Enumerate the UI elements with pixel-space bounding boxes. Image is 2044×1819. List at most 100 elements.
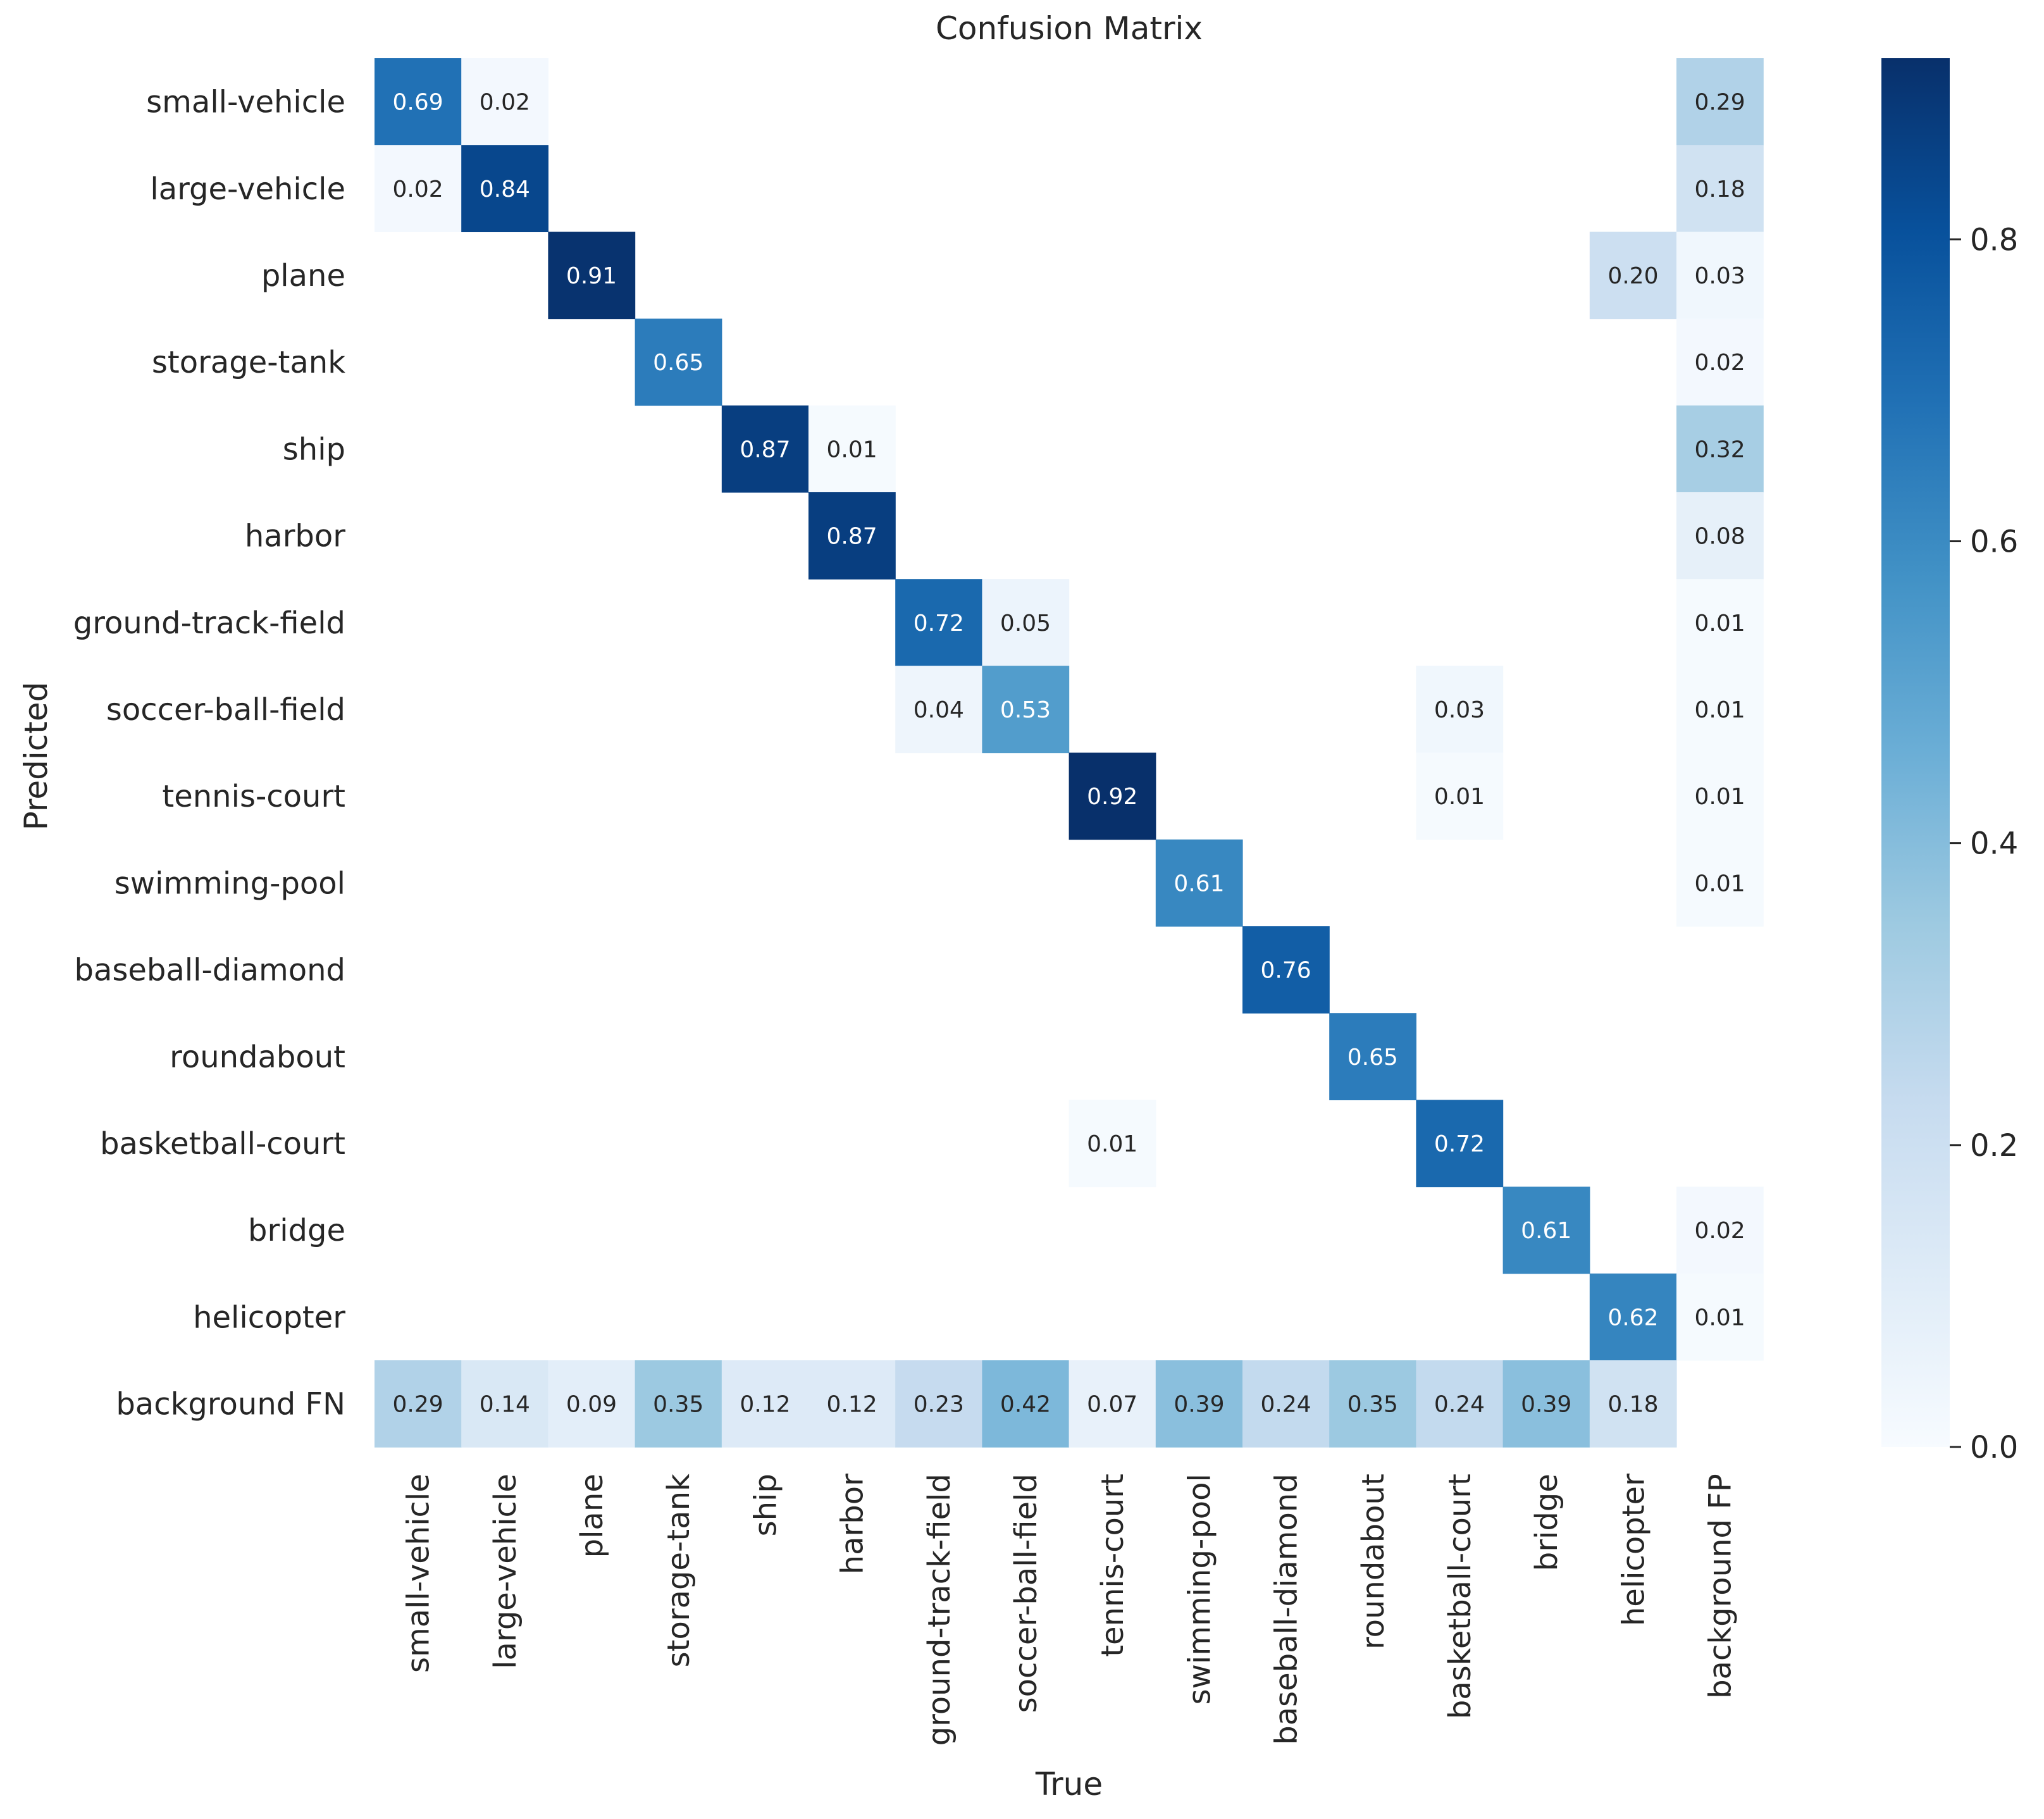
y-tick-label: swimming-pool [115,866,345,901]
heatmap-cell [1068,752,1156,840]
x-tick-label: baseball-diamond [1269,1474,1304,1745]
heatmap-cell [1676,579,1764,666]
cell-value-label: 0.29 [393,1392,443,1418]
heatmap-cell [1676,839,1764,927]
y-tick-label: storage-tank [152,345,345,380]
cell-value-label: 0.29 [1695,90,1745,116]
heatmap-cell [808,1360,896,1448]
heatmap-cell [1502,1360,1590,1448]
heatmap-cell [1676,752,1764,840]
heatmap-cell [1329,1013,1416,1100]
cell-value-label: 0.42 [1000,1392,1051,1418]
colorbar-tick-label: 0.4 [1970,826,2018,862]
cell-value-label: 0.39 [1521,1392,1571,1418]
heatmap-cell [375,1360,462,1448]
cell-value-label: 0.03 [1434,697,1485,723]
y-tick-label: tennis-court [162,779,345,814]
y-tick-label: plane [261,258,345,294]
y-tick-label: helicopter [193,1300,345,1335]
colorbar-tick-label: 0.8 [1970,222,2018,258]
cell-value-label: 0.32 [1695,437,1745,463]
heatmap-cell [808,405,896,493]
heatmap-cell [1676,232,1764,320]
cell-value-label: 0.92 [1087,784,1137,810]
heatmap-cell [548,1360,636,1448]
cell-value-label: 0.12 [740,1392,790,1418]
cell-value-label: 0.12 [827,1392,877,1418]
heatmap-cell [1068,1100,1156,1188]
heatmap-cell [548,232,636,320]
heatmap-cell [1155,839,1243,927]
x-tick-label: large-vehicle [488,1474,523,1669]
cell-value-label: 0.69 [393,90,443,116]
cell-value-label: 0.01 [827,437,877,463]
y-tick-label: roundabout [170,1040,345,1075]
heatmap-cell [808,492,896,580]
cell-value-label: 0.01 [1695,611,1745,636]
x-tick-label: background FP [1703,1474,1738,1699]
heatmap-cell [1502,1186,1590,1274]
heatmap-cell [1242,926,1330,1014]
x-tick-label: ground-track-field [922,1474,957,1746]
cell-value-label: 0.01 [1695,871,1745,897]
heatmap-cell [721,1360,809,1448]
heatmap-cell [895,579,982,666]
colorbar-gradient [1881,58,1950,1447]
cell-value-label: 0.04 [914,697,964,723]
x-tick-label: plane [574,1474,610,1558]
y-tick-label: soccer-ball-field [106,692,345,728]
y-tick-label: bridge [248,1213,345,1248]
heatmap-cells [375,58,1764,1448]
cell-value-label: 0.91 [566,263,617,289]
cell-value-label: 0.01 [1434,784,1485,810]
cell-value-label: 0.02 [393,177,443,202]
heatmap-cell [461,145,548,232]
cell-value-label: 0.01 [1695,784,1745,810]
cell-value-label: 0.65 [1347,1045,1398,1071]
cell-value-label: 0.01 [1695,1305,1745,1331]
heatmap-cell [1676,318,1764,406]
x-tick-label: swimming-pool [1182,1474,1217,1704]
cell-value-label: 0.05 [1000,611,1051,636]
x-tick-label: bridge [1529,1474,1564,1571]
colorbar-tick-label: 0.2 [1970,1128,2018,1164]
heatmap-cell [1416,1360,1504,1448]
cell-value-label: 0.23 [914,1392,964,1418]
heatmap-cell [461,1360,548,1448]
cell-value-label: 0.20 [1607,263,1658,289]
cell-value-label: 0.87 [740,437,790,463]
colorbar: 0.0 0.2 0.4 0.6 0.8 [1881,58,2018,1465]
heatmap-cell [1242,1360,1330,1448]
x-tick-labels: small-vehicle large-vehicle plane storage-t… [401,1474,1738,1746]
heatmap-cell [375,58,462,146]
heatmap-cell [1068,1360,1156,1448]
cell-value-label: 0.35 [1347,1392,1398,1418]
cell-value-label: 0.01 [1087,1131,1137,1157]
x-tick-label: soccer-ball-field [1008,1474,1044,1713]
heatmap-cell [895,1360,982,1448]
heatmap-cell [1416,752,1504,840]
x-tick-label: helicopter [1616,1474,1651,1626]
heatmap-cell [1676,405,1764,493]
cell-value-label: 0.84 [480,177,530,202]
cell-value-label: 0.07 [1087,1392,1137,1418]
heatmap-cell [1676,145,1764,232]
y-tick-label: ground-track-field [73,605,345,641]
x-tick-label: small-vehicle [401,1474,437,1673]
heatmap-cell [895,666,982,754]
heatmap-cell [1676,492,1764,580]
heatmap-cell [375,145,462,232]
heatmap-cell [635,318,722,406]
heatmap-cell [1589,1360,1677,1448]
cell-value-label: 0.02 [480,90,530,116]
cell-value-label: 0.76 [1261,958,1311,984]
cell-value-label: 0.09 [566,1392,617,1418]
cell-value-label: 0.72 [914,611,964,636]
y-tick-label: large-vehicle [150,171,345,207]
heatmap-cell [1416,1100,1504,1188]
y-tick-label: ship [283,431,345,467]
heatmap-cell [1676,1273,1764,1361]
cell-value-label: 0.03 [1695,263,1745,289]
cell-value-labels: 0.69 0.02 0.29 0.02 0.84 0.18 0.91 0.20 0.03 0.65… [393,90,1745,1418]
